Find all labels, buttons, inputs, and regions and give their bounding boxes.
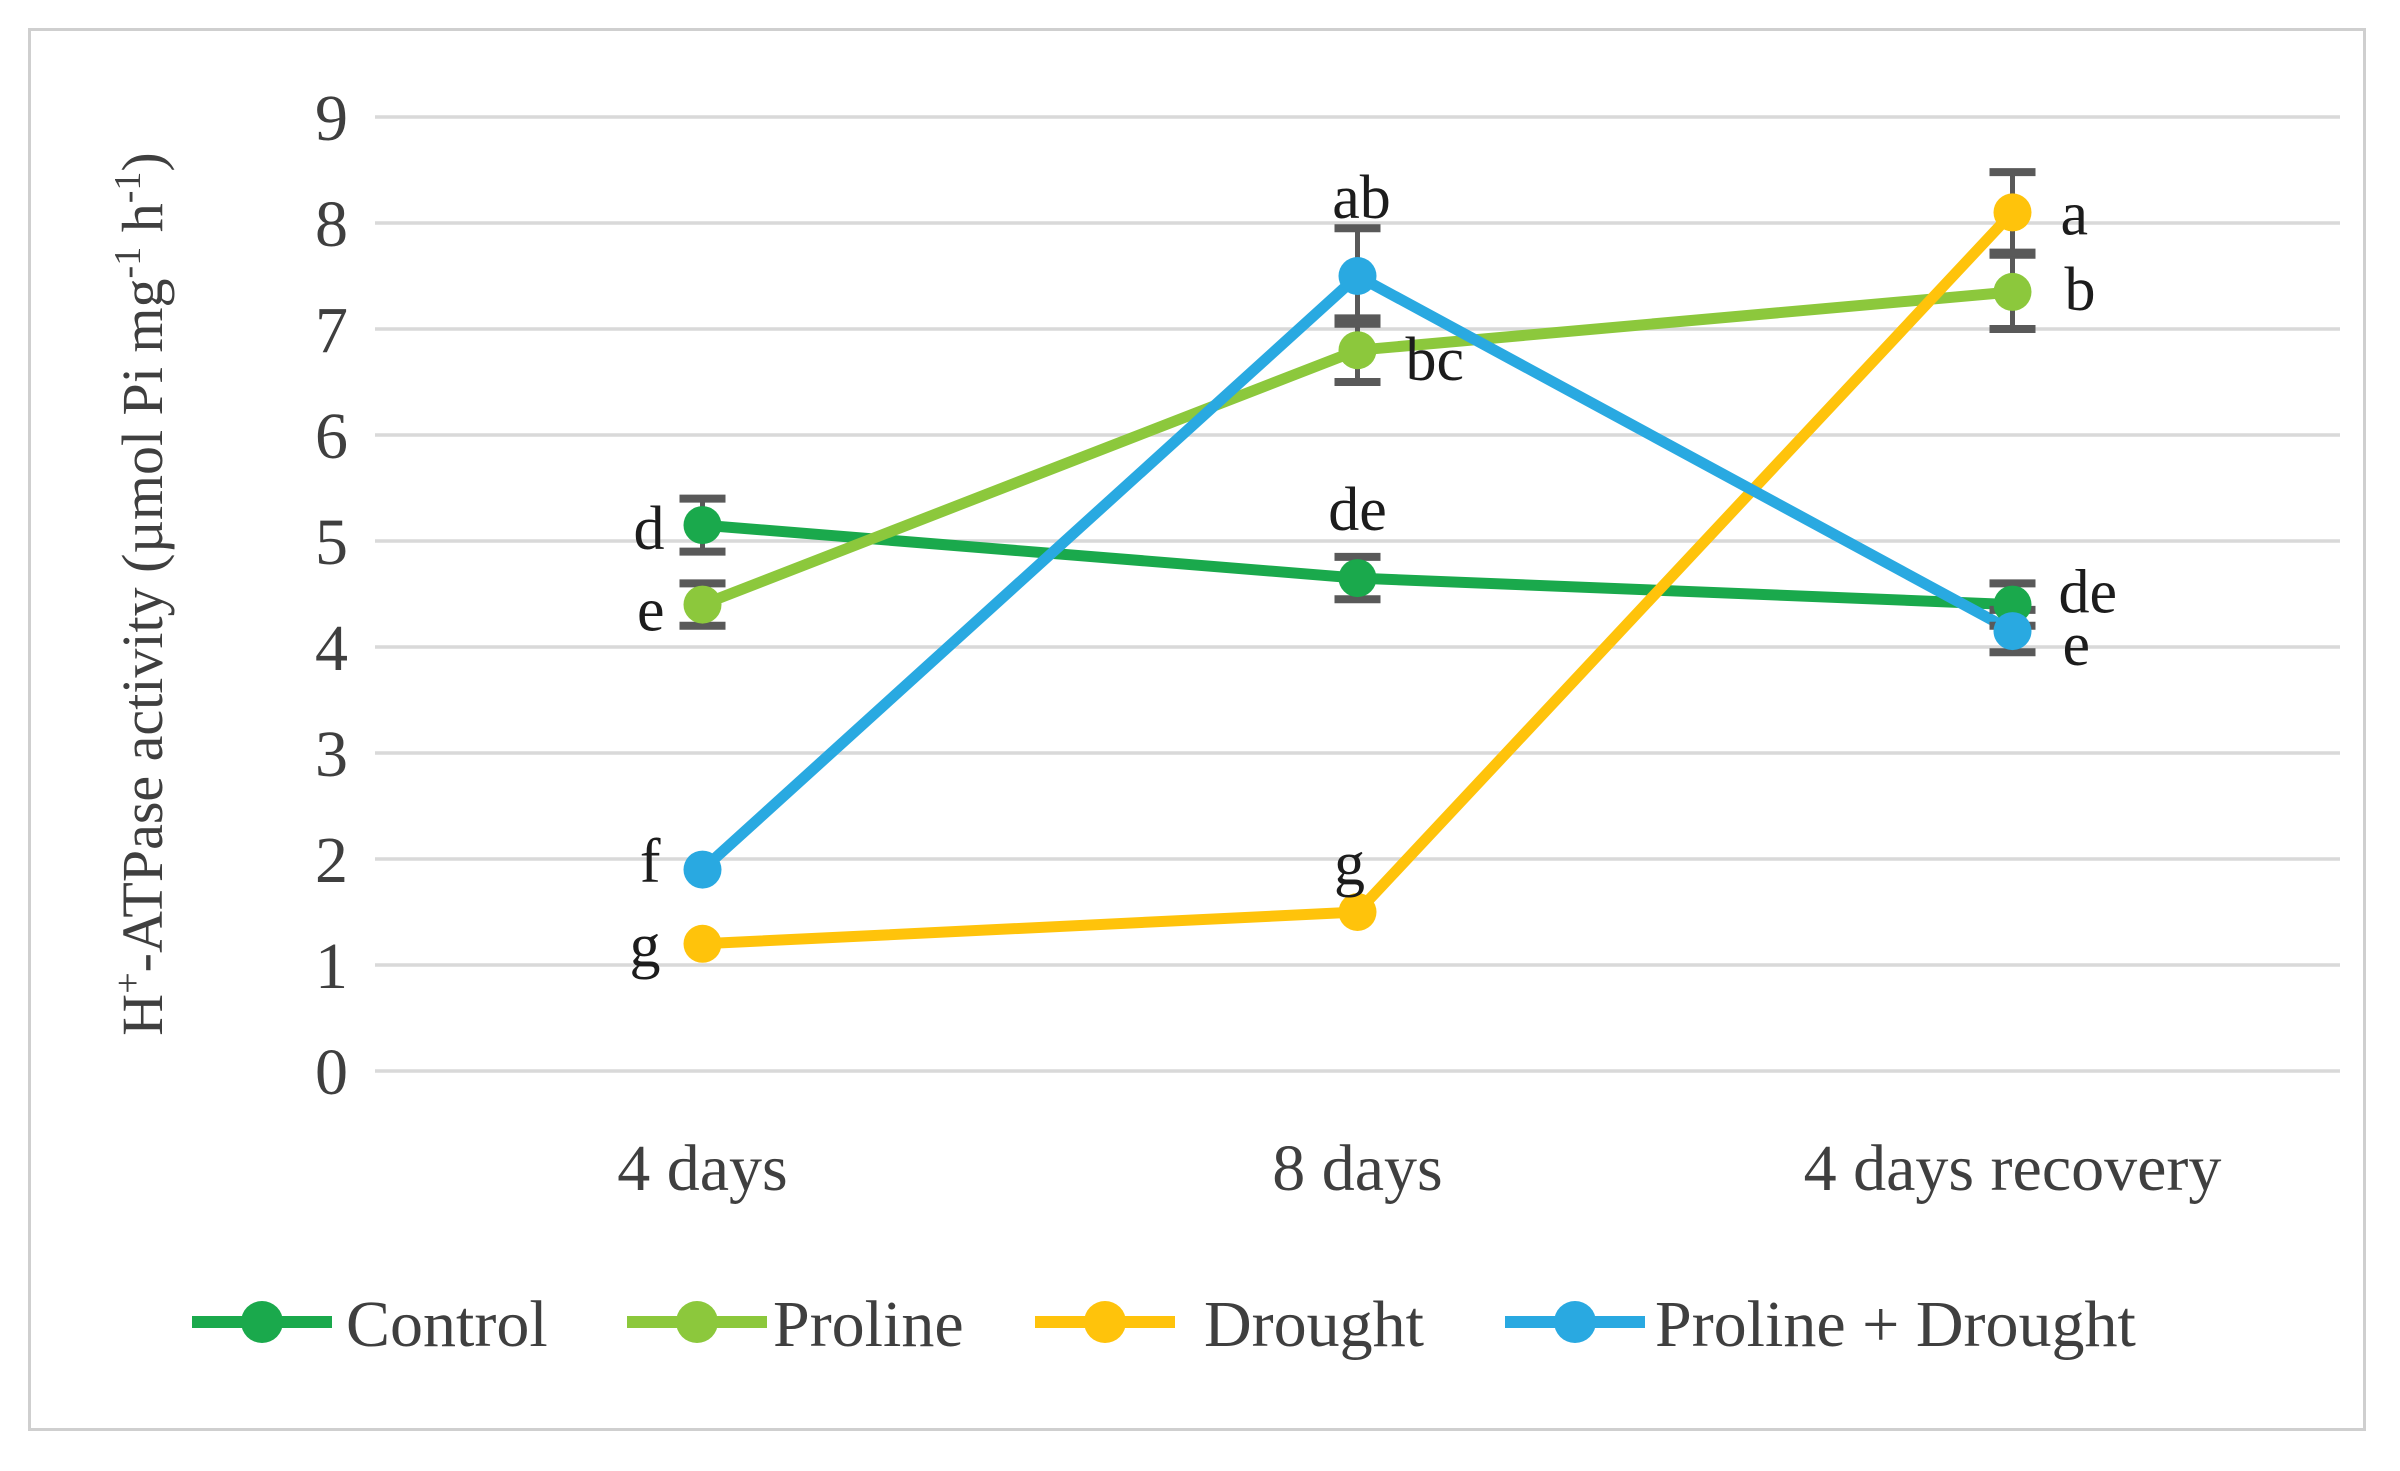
legend-item-control: Control: [192, 1288, 548, 1361]
legend: Control Proline Drought Proline + Drought: [192, 1288, 2136, 1361]
y-tick-label: 4: [315, 612, 348, 685]
y-axis-ticks: 0 1 2 3 4 5 6 7 8 9: [315, 82, 348, 1109]
point-letter-label: bc: [1406, 326, 1465, 394]
legend-item-drought: Drought: [1035, 1288, 1424, 1361]
legend-point-marker: [676, 1301, 718, 1343]
point-letter-label: de: [2059, 559, 2118, 627]
data-point-drought: [1993, 193, 2032, 232]
point-letter-label: b: [2065, 256, 2096, 324]
point-letter-label: d: [634, 495, 665, 563]
data-point-drought: [683, 924, 722, 963]
point-letter-label: ab: [1332, 164, 1391, 232]
legend-point-marker: [241, 1301, 283, 1343]
point-letter-label: a: [2061, 180, 2089, 248]
y-tick-label: 1: [315, 930, 348, 1003]
y-axis-title-superscript: -1: [107, 172, 149, 204]
y-tick-label: 3: [315, 718, 348, 791]
legend-label: Control: [346, 1288, 548, 1361]
data-point-control: [683, 506, 722, 545]
point-letter-label: e: [637, 577, 665, 645]
y-axis-title-part: ): [110, 152, 175, 171]
legend-point-marker: [1084, 1301, 1126, 1343]
legend-item-proline-drought: Proline + Drought: [1505, 1288, 2136, 1361]
x-tick-label: 4 days: [617, 1132, 787, 1205]
x-tick-label: 8 days: [1272, 1132, 1442, 1205]
data-points: [683, 193, 2032, 963]
data-point-control: [1338, 559, 1377, 598]
y-axis-title-part: H: [110, 994, 175, 1036]
point-letter-label: e: [2063, 611, 2091, 679]
point-letter-label: g: [1334, 830, 1365, 898]
y-tick-label: 6: [315, 400, 348, 473]
y-tick-label: 2: [315, 824, 348, 897]
y-tick-label: 5: [315, 506, 348, 579]
y-axis-title-part: h: [110, 203, 175, 247]
y-tick-label: 9: [315, 82, 348, 155]
legend-label: Drought: [1204, 1288, 1424, 1361]
point-letter-label: f: [640, 828, 661, 896]
data-point-control: [1993, 585, 2032, 624]
data-point-proline-drought: [683, 850, 722, 889]
y-tick-label: 8: [315, 188, 348, 261]
x-tick-label: 4 days recovery: [1804, 1132, 2222, 1205]
point-letter-label: g: [630, 912, 661, 980]
y-axis-title-part: -ATPase activity (µmol Pi mg: [110, 278, 175, 972]
legend-item-proline: Proline: [627, 1288, 964, 1361]
y-tick-label: 7: [315, 294, 348, 367]
data-point-proline: [683, 585, 722, 624]
y-axis-title-superscript: -1: [107, 247, 149, 279]
y-axis-title-superscript: +: [107, 972, 149, 993]
data-point-proline-drought: [1993, 612, 2032, 651]
data-point-proline: [1993, 272, 2032, 311]
point-letter-label: de: [1328, 476, 1387, 544]
legend-label: Proline: [773, 1288, 964, 1361]
data-point-drought: [1338, 893, 1377, 931]
y-axis-title: H+-ATPase activity (µmol Pi mg-1 h-1): [107, 152, 175, 1035]
data-point-proline: [1338, 331, 1377, 370]
y-tick-label: 0: [315, 1036, 348, 1109]
data-point-proline-drought: [1338, 257, 1377, 295]
x-axis-ticks: 4 days 8 days 4 days recovery: [617, 1132, 2221, 1205]
legend-point-marker: [1554, 1301, 1596, 1343]
legend-label: Proline + Drought: [1655, 1288, 2136, 1361]
